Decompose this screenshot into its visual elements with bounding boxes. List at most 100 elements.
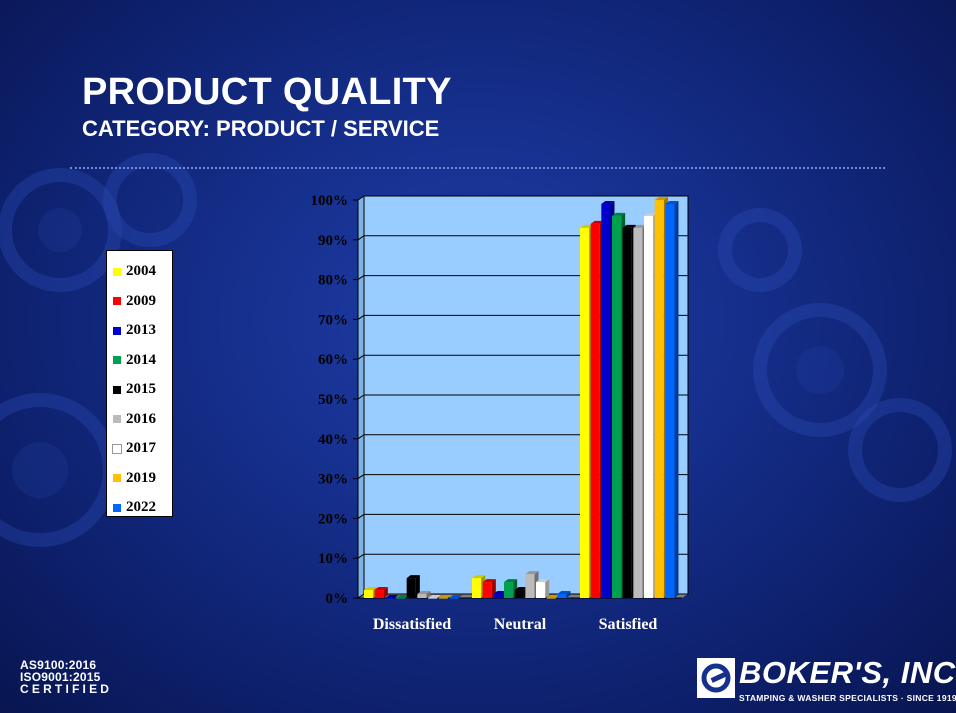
- bar-top: [504, 579, 518, 583]
- legend-item: 2019: [107, 464, 172, 494]
- bar-top: [612, 212, 626, 216]
- bar-neutral-2009: [482, 582, 492, 598]
- bar-dissatisfied-2019: [438, 598, 448, 599]
- legend-label: 2019: [126, 469, 156, 486]
- bar-satisfied-2019: [654, 200, 664, 598]
- bar-top: [493, 591, 507, 595]
- bar-top: [385, 595, 399, 598]
- legend-label: 2022: [126, 499, 156, 516]
- bar-side: [415, 575, 420, 598]
- y-tick-label: 60%: [318, 352, 348, 368]
- gridline-side: [357, 434, 365, 440]
- y-tick-label: 20%: [318, 511, 348, 527]
- legend-item: 2017: [107, 434, 172, 464]
- bar-neutral-2019: [546, 598, 556, 599]
- bar-neutral-2004: [472, 578, 482, 598]
- gridline-side: [357, 513, 365, 519]
- bar-satisfied-2016: [633, 227, 643, 599]
- legend-swatch: [113, 267, 121, 276]
- bar-top: [406, 575, 420, 579]
- bar-satisfied-2017: [644, 215, 654, 599]
- bar-side: [545, 579, 550, 598]
- bar-neutral-2015: [514, 590, 524, 598]
- bar-top: [472, 575, 486, 579]
- bar-top: [417, 591, 431, 595]
- y-tick-label: 40%: [318, 432, 348, 448]
- legend-swatch: [113, 503, 121, 512]
- bar-top: [438, 595, 452, 598]
- bar-dissatisfied-2022: [449, 598, 459, 599]
- bar-top: [622, 224, 636, 228]
- legend-label: 2015: [126, 381, 156, 398]
- bar-top: [633, 224, 647, 228]
- bar-top: [536, 579, 550, 583]
- bar-top: [482, 579, 496, 583]
- bar-side: [566, 591, 571, 598]
- bar-satisfied-2014: [612, 215, 622, 599]
- legend-item: 2004: [107, 257, 172, 287]
- bar-neutral-2022: [557, 594, 567, 598]
- bar-top: [665, 200, 679, 204]
- legend-label: 2014: [126, 351, 156, 368]
- y-tick-label: 80%: [318, 273, 348, 289]
- slide-title: PRODUCT QUALITY: [82, 71, 452, 113]
- bar-top: [557, 591, 571, 595]
- bar-side: [383, 587, 388, 598]
- bar-top: [525, 571, 539, 575]
- bar-side: [674, 200, 679, 599]
- dotted-divider: [70, 167, 885, 169]
- legend-item: 2015: [107, 375, 172, 405]
- logo-name: BOKER'S, INC.: [739, 655, 956, 690]
- bar-satisfied-2009: [590, 223, 600, 598]
- logo-mark-icon: [697, 658, 735, 698]
- bar-top: [644, 212, 658, 216]
- legend-label: 2016: [126, 410, 156, 427]
- bar-neutral-2016: [525, 574, 535, 598]
- y-tick-label: 10%: [318, 551, 348, 567]
- y-tick-label: 30%: [318, 472, 348, 488]
- bar-top: [514, 587, 528, 591]
- cert-certified: CERTIFIED: [20, 682, 113, 696]
- legend-item: 2013: [107, 316, 172, 346]
- bar-satisfied-2015: [622, 227, 632, 599]
- x-tick-label: Neutral: [494, 616, 547, 633]
- legend-item: 2014: [107, 346, 172, 376]
- bar-top: [428, 595, 442, 598]
- gridline-side: [357, 195, 365, 201]
- legend-swatch: [113, 297, 121, 306]
- bar-neutral-2017: [536, 582, 546, 598]
- bar-top: [546, 595, 560, 598]
- bar-dissatisfied-2016: [417, 594, 427, 598]
- bar-satisfied-2004: [580, 227, 590, 599]
- bar-dissatisfied-2015: [406, 578, 416, 598]
- bar-dissatisfied-2014: [396, 598, 406, 599]
- bar-top: [580, 224, 594, 228]
- bar-top: [654, 197, 668, 200]
- bar-dissatisfied-2017: [428, 598, 438, 599]
- legend-item: 2016: [107, 405, 172, 435]
- legend-label: 2009: [126, 292, 156, 309]
- y-tick-label: 0%: [326, 591, 349, 607]
- bar-top: [374, 587, 388, 591]
- gridline-side: [357, 275, 365, 281]
- bar-neutral-2013: [493, 594, 503, 598]
- certification-badge: AS9100:2016 ISO9001:2015 CERTIFIED: [20, 659, 112, 695]
- legend-swatch: [113, 326, 121, 335]
- gridline-side: [357, 354, 365, 360]
- x-tick-label: Satisfied: [599, 616, 658, 633]
- legend-swatch: [113, 385, 121, 394]
- bar-top: [396, 595, 410, 598]
- bar-top: [449, 595, 463, 598]
- y-tick-label: 70%: [318, 312, 348, 328]
- legend-label: 2004: [126, 263, 156, 280]
- bar-neutral-2014: [504, 582, 514, 598]
- bar-dissatisfied-2009: [374, 590, 384, 598]
- legend-item: 2009: [107, 287, 172, 317]
- legend-swatch: [112, 443, 122, 454]
- gridline-side: [357, 474, 365, 480]
- title-block: PRODUCT QUALITY CATEGORY: PRODUCT / SERV…: [82, 70, 452, 142]
- y-tick-label: 90%: [318, 233, 348, 249]
- x-tick-label: Dissatisfied: [373, 616, 451, 633]
- legend-label: 2013: [126, 322, 156, 339]
